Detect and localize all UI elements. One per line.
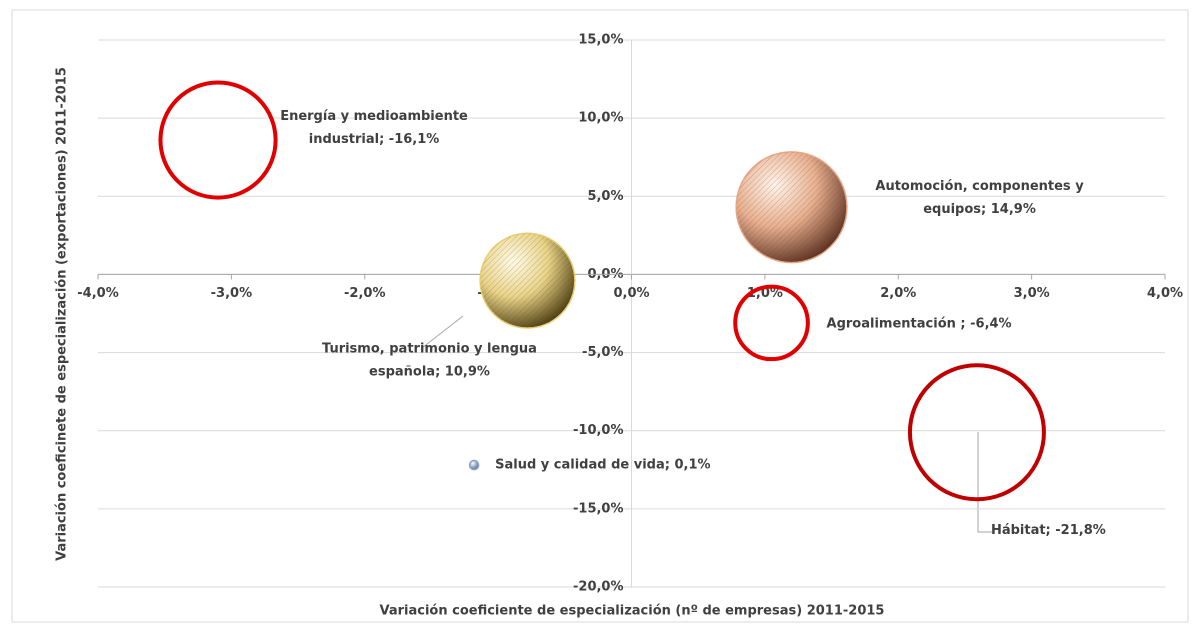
y-axis-title: Variación coeficinete de especialización… — [55, 67, 70, 561]
data-label: Energía y medioambiente — [280, 109, 468, 124]
x-tick-label: -3,0% — [211, 286, 252, 301]
x-tick-label: 0,0% — [613, 286, 649, 301]
y-tick-label: 15,0% — [578, 33, 623, 48]
leader-line — [977, 432, 992, 533]
data-label: española; 10,9% — [369, 365, 490, 380]
bubble — [158, 80, 278, 200]
bubble — [468, 459, 480, 471]
data-label: Hábitat; -21,8% — [991, 523, 1106, 538]
x-tick-label: -4,0% — [77, 286, 118, 301]
x-tick-label: 2,0% — [880, 286, 916, 301]
x-tick-label: 4,0% — [1147, 286, 1183, 301]
data-label: equipos; 14,9% — [923, 202, 1036, 217]
data-label: industrial; -16,1% — [309, 132, 440, 147]
y-tick-label: 10,0% — [578, 111, 623, 126]
bubble-hatch — [480, 233, 575, 329]
data-label: Salud y calidad de vida; 0,1% — [495, 458, 710, 473]
data-label: Automoción, componentes y — [875, 179, 1084, 194]
y-tick-label: -20,0% — [573, 580, 624, 595]
data-label: Agroalimentación ; -6,4% — [827, 316, 1012, 331]
x-tick-label: 3,0% — [1014, 286, 1050, 301]
x-tick-label: -2,0% — [344, 286, 385, 301]
data-label: Turismo, patrimonio y lengua — [322, 342, 537, 357]
chart-border — [11, 9, 1189, 623]
leader-line — [421, 315, 464, 349]
bubble-hatch — [736, 151, 847, 263]
y-tick-label: -15,0% — [573, 501, 624, 516]
y-tick-label: -10,0% — [573, 423, 624, 438]
y-tick-label: 5,0% — [587, 189, 623, 204]
x-axis-title: Variación coeficiente de especialización… — [380, 604, 885, 619]
bubble — [733, 284, 810, 362]
bubble — [907, 363, 1046, 502]
y-tick-label: -5,0% — [582, 345, 623, 360]
